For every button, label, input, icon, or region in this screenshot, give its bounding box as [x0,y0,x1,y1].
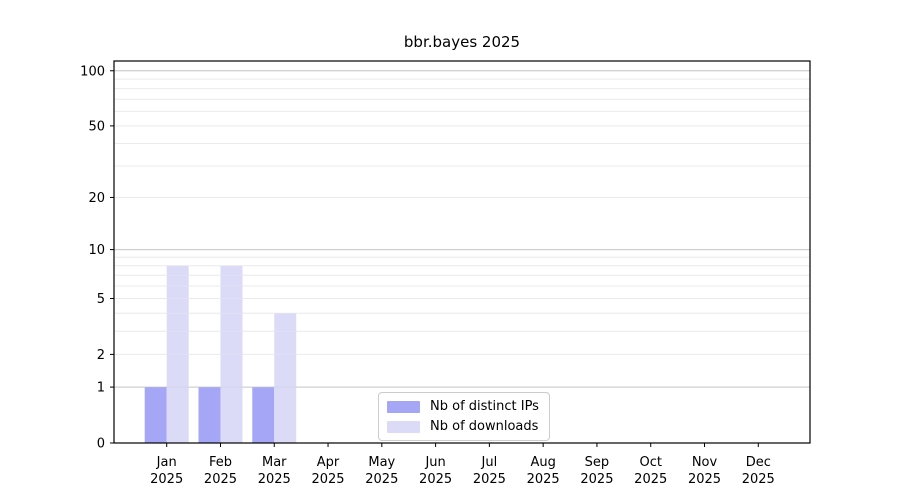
x-tick-label: Dec 2025 [742,455,775,487]
x-tick-label: Oct 2025 [634,455,667,487]
bar-distinct-ips-jan [144,387,167,443]
legend-item-distinct-ips: Nb of distinct IPs [387,398,539,415]
legend-swatch-downloads [387,420,420,433]
y-tick-label: 20 [88,191,105,206]
bar-downloads-feb [220,265,243,443]
bar-downloads-mar [274,313,297,443]
x-tick-label: Jun 2025 [419,455,452,487]
legend-label-downloads: Nb of downloads [430,419,539,434]
y-tick-label: 10 [88,243,105,258]
bar-distinct-ips-feb [198,387,221,443]
chart-title: bbr.bayes 2025 [403,33,521,51]
x-tick-label: Mar 2025 [258,455,291,487]
x-tick-label: Apr 2025 [311,455,344,487]
y-tick-label: 5 [97,292,105,307]
bar-distinct-ips-mar [252,387,275,443]
y-tick-label: 1 [97,381,105,396]
y-tick-label: 100 [80,64,105,79]
x-tick-label: Jan 2025 [150,455,183,487]
legend-swatch-distinct-ips [387,400,420,413]
y-tick-label: 50 [88,119,105,134]
x-tick-label: Feb 2025 [204,455,237,487]
legend-item-downloads: Nb of downloads [387,418,539,435]
legend-label-distinct-ips: Nb of distinct IPs [430,399,539,414]
legend: Nb of distinct IPs Nb of downloads [378,392,550,441]
axes-frame [113,60,811,444]
x-tick-label: Sep 2025 [580,455,613,487]
x-tick-label: Jul 2025 [473,455,506,487]
y-tick-label: 2 [97,348,105,363]
x-tick-label: May 2025 [365,455,398,487]
bar-downloads-jan [166,265,189,443]
x-tick-label: Aug 2025 [527,455,560,487]
x-tick-label: Nov 2025 [688,455,721,487]
y-tick-label: 0 [97,437,105,452]
